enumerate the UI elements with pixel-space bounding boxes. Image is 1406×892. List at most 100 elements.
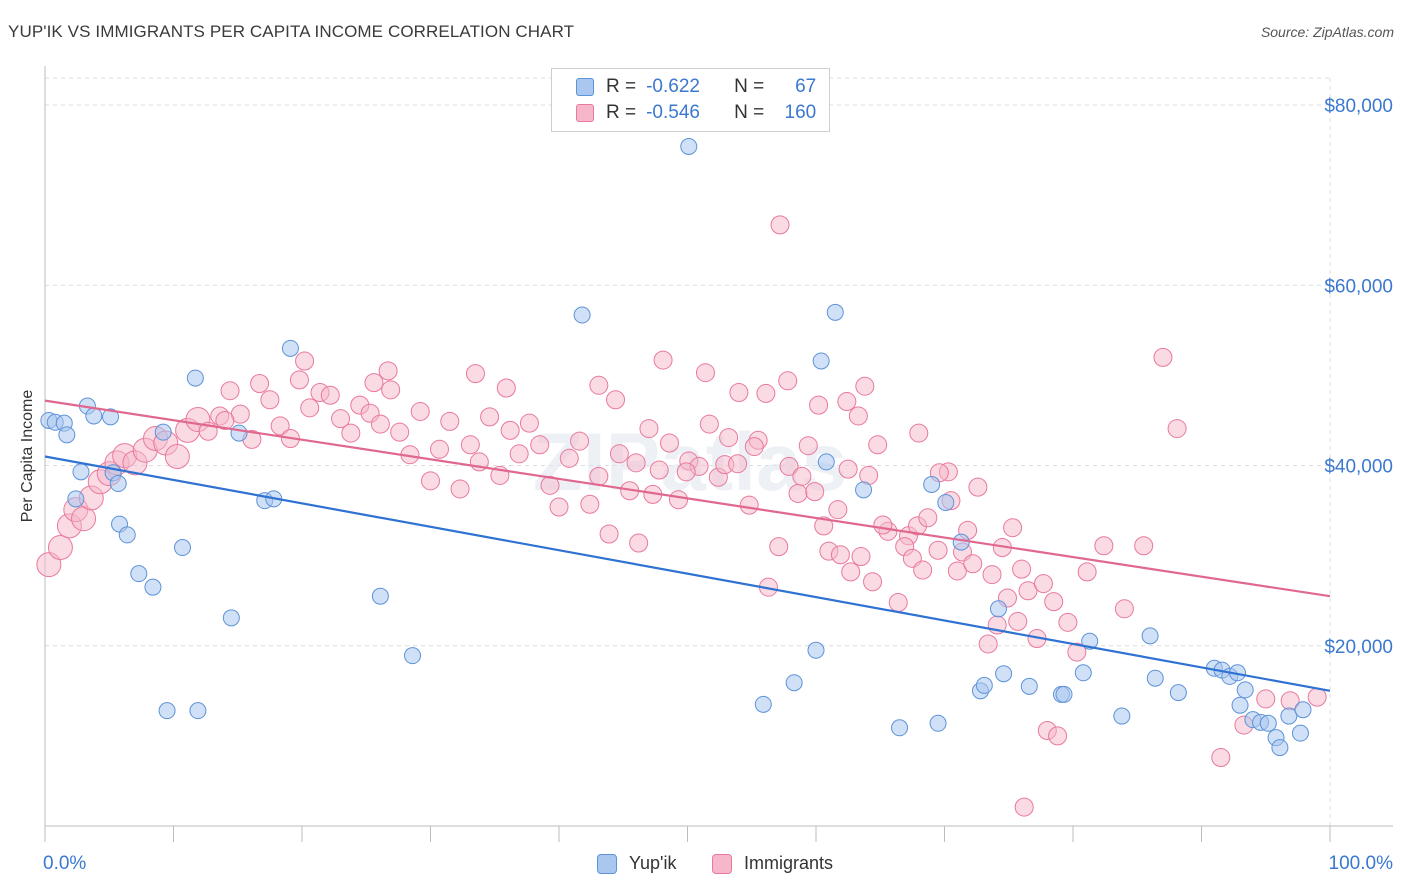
immigrants-point [570, 431, 590, 451]
immigrants-point [270, 416, 290, 436]
y-tick-label: $20,000 [1324, 637, 1393, 658]
series-yupik [40, 137, 1312, 757]
immigrants-point [509, 444, 529, 464]
immigrants-point [626, 453, 646, 473]
immigrants-point [295, 351, 315, 371]
immigrants-point [480, 407, 500, 427]
y-tick-label: $60,000 [1324, 276, 1393, 297]
immigrants-point [496, 378, 516, 398]
immigrants-point [215, 410, 235, 430]
yupik-point [118, 526, 136, 544]
immigrants-point [1003, 518, 1023, 538]
immigrants-point [778, 371, 798, 391]
immigrants-point [788, 483, 808, 503]
immigrants-point [639, 419, 659, 439]
yupik-point [404, 647, 422, 665]
immigrants-point [695, 363, 715, 383]
immigrants-point [837, 392, 857, 412]
chart-title: YUP'IK VS IMMIGRANTS PER CAPITA INCOME C… [8, 22, 575, 41]
yupik-point [989, 600, 1007, 618]
yupik-point [72, 463, 90, 481]
immigrants-point [1008, 611, 1028, 631]
yupik-point [995, 665, 1013, 683]
n-value: 160 [784, 102, 817, 123]
immigrants-point [913, 560, 933, 580]
yupik-point [371, 587, 389, 605]
immigrants-point [756, 383, 776, 403]
immigrants-point [341, 423, 361, 443]
x-tick-labels: 0.0% 100.0% [43, 853, 1393, 874]
immigrants-point [918, 508, 938, 528]
x-tick-label-max: 100.0% [1329, 853, 1394, 874]
immigrants-point [300, 398, 320, 418]
n-label: N = [734, 102, 765, 123]
immigrants-point [963, 554, 983, 574]
immigrants-point [669, 490, 689, 510]
yupik-point [1055, 685, 1073, 703]
r-label: R = [606, 102, 637, 123]
yupik-point [855, 481, 873, 499]
immigrants-point [220, 381, 240, 401]
n-label: N = [734, 76, 765, 97]
yupik-point [154, 423, 172, 441]
legend-label-immigrants: Immigrants [744, 853, 834, 873]
immigrants-point [1114, 599, 1134, 619]
immigrants-point [851, 547, 871, 567]
immigrants-point [719, 428, 739, 448]
yupik-point [1141, 627, 1159, 645]
immigrants-point [1018, 581, 1038, 601]
immigrants-trend-line [44, 399, 1331, 598]
immigrants-point [868, 435, 888, 455]
immigrants-point [1256, 689, 1276, 709]
immigrants-point [809, 395, 829, 415]
x-tick-label-min: 0.0% [43, 853, 86, 874]
immigrants-point [530, 435, 550, 455]
immigrants-point [609, 444, 629, 464]
immigrants-point [928, 540, 948, 560]
immigrants-point [599, 524, 619, 544]
yupik-point [189, 702, 207, 720]
immigrants-point [814, 516, 834, 536]
immigrants-point [838, 459, 858, 479]
y-tick-label: $40,000 [1324, 457, 1393, 478]
correlation-legend: R = -0.622 N = 67 R = -0.546 N = 160 [551, 68, 830, 132]
n-value: 67 [795, 76, 817, 97]
immigrants-point [540, 475, 560, 495]
immigrants-point [728, 454, 748, 474]
yupik-point [222, 609, 240, 627]
immigrants-point [370, 414, 390, 434]
immigrants-point [381, 380, 401, 400]
immigrants-point [260, 390, 280, 410]
immigrants-point [982, 565, 1002, 585]
legend-label-yupik: Yup'ik [629, 853, 677, 873]
yupik-point [85, 407, 103, 425]
immigrants-point [1014, 797, 1034, 817]
legend-row-immigrants: R = -0.546 N = 160 [576, 101, 816, 125]
r-value: -0.546 [646, 102, 700, 123]
yupik-swatch [576, 78, 594, 96]
immigrants-point [390, 422, 410, 442]
immigrants-point [848, 406, 868, 426]
yupik-point [754, 695, 772, 713]
immigrants-point [450, 479, 470, 499]
yupik-point [158, 702, 176, 720]
yupik-point [1020, 677, 1038, 695]
immigrants-point [968, 477, 988, 497]
yupik-point [67, 490, 85, 508]
immigrants-point [805, 482, 825, 502]
immigrants-point [841, 562, 861, 582]
immigrants-point [410, 401, 430, 421]
immigrants-point [863, 572, 883, 592]
immigrants-swatch [712, 853, 732, 874]
legend-item-immigrants[interactable]: Immigrants [712, 853, 833, 874]
yupik-point [929, 714, 947, 732]
legend-item-yupik[interactable]: Yup'ik [597, 853, 676, 874]
yupik-point [573, 306, 591, 324]
immigrants-point [855, 376, 875, 396]
immigrants-point [830, 545, 850, 565]
r-value: -0.622 [646, 76, 700, 97]
immigrants-point [589, 466, 609, 486]
y-tick-labels: $20,000 $40,000 $60,000 $80,000 [1324, 96, 1393, 658]
immigrants-point [1033, 574, 1053, 594]
